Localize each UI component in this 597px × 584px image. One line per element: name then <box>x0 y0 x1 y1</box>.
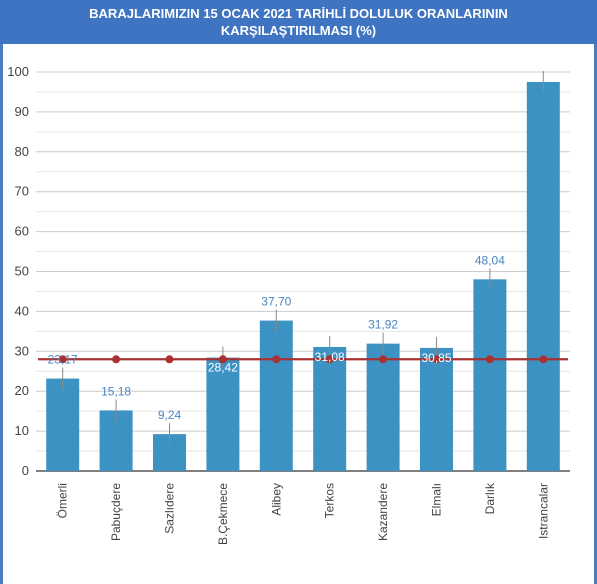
average-line-point <box>272 355 281 364</box>
chart-title-line-1: BARAJLARIMIZIN 15 OCAK 2021 TARİHLİ DOLU… <box>89 6 508 21</box>
bar <box>313 346 347 471</box>
chart-title-line-2: KARŞILAŞTIRILMASI (%) <box>220 23 377 38</box>
bar <box>420 347 453 471</box>
y-tick-label: 50 <box>15 264 29 279</box>
bar <box>46 378 80 471</box>
data-labels: 23,17 15,18 9,24 28,42 37,70 31,08 31,92 30,85 4… <box>48 253 506 422</box>
y-axis-ticks: 0 10 20 30 40 50 60 70 80 90 100 <box>7 64 29 478</box>
x-tick-label: Sazlıdere <box>163 483 177 534</box>
x-tick-label: Kazandere <box>376 483 390 541</box>
y-tick-label: 40 <box>15 303 29 318</box>
x-tick-label: Terkos <box>323 483 337 518</box>
y-tick-label: 20 <box>15 383 29 398</box>
y-tick-label: 80 <box>15 144 29 159</box>
data-label: 9,24 <box>158 408 182 422</box>
bar <box>473 279 507 471</box>
average-line-point <box>379 355 388 364</box>
average-line-point <box>485 355 494 364</box>
x-tick-label: Elmalı <box>430 483 444 516</box>
bar <box>366 343 400 471</box>
x-tick-label: Ömerli <box>56 483 70 518</box>
data-label: 28,42 <box>208 361 238 375</box>
data-label: 37,70 <box>261 295 291 309</box>
average-line <box>38 355 568 364</box>
data-label: 31,08 <box>315 350 345 364</box>
x-tick-label: B.Çekmece <box>216 483 230 545</box>
y-tick-label: 90 <box>15 104 29 119</box>
average-line-point <box>539 355 548 364</box>
data-label: 48,04 <box>475 253 505 267</box>
bars <box>46 70 560 471</box>
y-tick-label: 70 <box>15 184 29 199</box>
bar <box>206 357 240 471</box>
y-tick-label: 0 <box>22 463 29 478</box>
average-line-point <box>58 355 67 364</box>
data-label: 30,85 <box>421 351 451 365</box>
bar <box>526 81 560 471</box>
chart-title: BARAJLARIMIZIN 15 OCAK 2021 TARİHLİ DOLU… <box>0 0 597 44</box>
y-tick-label: 60 <box>15 224 29 239</box>
average-line-point <box>432 355 441 364</box>
average-line-point <box>218 355 227 364</box>
bar <box>259 320 293 471</box>
x-tick-label: Istrancalar <box>536 483 550 539</box>
data-label: 23,17 <box>48 353 78 367</box>
y-tick-label: 10 <box>15 423 29 438</box>
data-label: 31,92 <box>368 318 398 332</box>
bar-chart: 0 10 20 30 40 50 60 70 80 90 100 23,17 15,18 9,24 28,… <box>7 64 570 545</box>
x-tick-label: Pabuçdere <box>109 483 123 541</box>
x-tick-label: Darlık <box>483 482 497 514</box>
average-line-point <box>325 355 334 364</box>
x-axis-ticks: Ömerli Pabuçdere Sazlıdere B.Çekmece Alibey T… <box>56 482 551 545</box>
x-tick-label: Alibey <box>269 483 283 516</box>
average-line-point <box>112 355 121 364</box>
average-line-point <box>165 355 174 364</box>
y-tick-label: 30 <box>15 343 29 358</box>
data-label: 15,18 <box>101 384 131 398</box>
y-tick-label: 100 <box>7 64 29 79</box>
